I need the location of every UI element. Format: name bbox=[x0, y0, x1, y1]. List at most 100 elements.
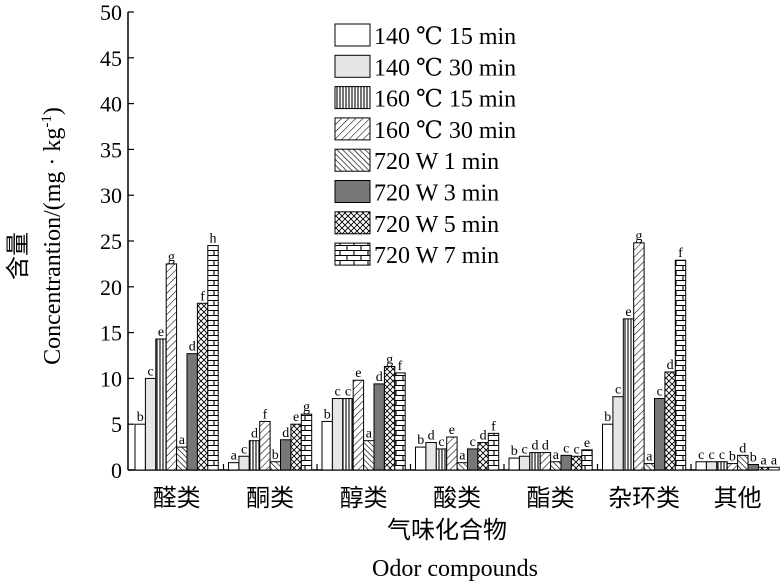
bar-sig-label: d bbox=[251, 427, 258, 442]
y-axis-title-cn: 含量 bbox=[4, 232, 32, 280]
bar-sig-label: a bbox=[179, 433, 186, 448]
x-axis-title-cn: 气味化合物 bbox=[387, 516, 507, 544]
legend-label: 140 ℃ 15 min bbox=[374, 24, 516, 50]
bar-sig-label: e bbox=[584, 436, 590, 451]
bar-sig-label: c bbox=[615, 383, 621, 398]
bar-sig-label: b bbox=[417, 433, 424, 448]
legend-swatch bbox=[334, 211, 371, 235]
bar-sig-label: c bbox=[698, 448, 704, 463]
y-tick-label: 30 bbox=[100, 183, 122, 208]
bar-sig-label: f bbox=[263, 407, 268, 422]
bar-sig-label: c bbox=[241, 442, 247, 457]
y-tick-label: 10 bbox=[100, 366, 122, 391]
x-category-label: 醇类 bbox=[340, 484, 388, 512]
bar bbox=[622, 318, 635, 471]
bar bbox=[228, 462, 240, 471]
bar bbox=[155, 338, 167, 471]
bar bbox=[487, 432, 500, 471]
y-tick-label: 20 bbox=[100, 275, 122, 300]
bar-sig-label: a bbox=[646, 450, 653, 465]
bar-sig-label: d bbox=[282, 426, 289, 441]
y-tick-label: 0 bbox=[111, 458, 122, 483]
bar-sig-label: c bbox=[438, 435, 444, 450]
bar bbox=[456, 462, 469, 471]
bar-sig-label: c bbox=[708, 448, 714, 463]
bar bbox=[435, 448, 448, 471]
bar-sig-label: f bbox=[678, 246, 683, 261]
bar bbox=[300, 413, 313, 471]
bar bbox=[238, 455, 250, 471]
bar bbox=[633, 242, 645, 471]
bar bbox=[363, 440, 375, 471]
bar bbox=[602, 423, 614, 471]
bar-sig-label: e bbox=[293, 410, 299, 425]
legend-label: 160 ℃ 30 min bbox=[374, 118, 516, 144]
bar bbox=[695, 461, 707, 471]
bar bbox=[415, 446, 427, 471]
bar-sig-label: a bbox=[771, 453, 778, 468]
bar bbox=[612, 396, 624, 471]
y-tick-label: 50 bbox=[100, 0, 122, 25]
y-tick-label: 45 bbox=[100, 46, 122, 71]
bar bbox=[342, 398, 354, 471]
bar-sig-label: b bbox=[272, 448, 279, 463]
y-axis-title-en-close: ) bbox=[40, 107, 66, 115]
bar-sig-label: b bbox=[324, 407, 331, 422]
bar bbox=[269, 461, 282, 471]
legend-label: 160 ℃ 15 min bbox=[374, 87, 516, 113]
bar bbox=[259, 420, 271, 471]
bar-sig-label: b bbox=[604, 410, 611, 425]
bar bbox=[550, 461, 562, 471]
legend-label: 720 W 7 min bbox=[374, 243, 499, 269]
bar bbox=[467, 448, 479, 471]
bar bbox=[716, 461, 728, 471]
bar bbox=[207, 245, 219, 471]
legend-swatch bbox=[334, 117, 371, 141]
x-category-label: 其他 bbox=[714, 484, 762, 512]
bar-sig-label: d bbox=[739, 441, 746, 456]
bar-sig-label: c bbox=[334, 385, 340, 400]
y-tick-label: 5 bbox=[111, 412, 122, 437]
bar bbox=[518, 455, 531, 471]
legend: 140 ℃ 15 min 140 ℃ 30 min 160 ℃ 15 min 160 … bbox=[334, 23, 516, 269]
bar-sig-label: c bbox=[563, 441, 569, 456]
bars bbox=[134, 242, 780, 471]
bar bbox=[570, 455, 583, 471]
y-axis-title-en: Concentrantion/(mg · kg-1) bbox=[39, 107, 66, 365]
bar-sig-label: b bbox=[137, 410, 144, 425]
bar-sig-label: h bbox=[210, 232, 217, 247]
bar-sig-label: c bbox=[657, 385, 663, 400]
bar bbox=[134, 423, 146, 471]
y-tick-label: 40 bbox=[100, 92, 122, 117]
bar-sig-label: c bbox=[573, 442, 579, 457]
bar-sig-label: d bbox=[376, 370, 383, 385]
legend-swatch bbox=[334, 54, 371, 78]
legend-swatch bbox=[334, 180, 371, 203]
bar bbox=[508, 457, 520, 471]
bar-sig-label: f bbox=[398, 359, 403, 374]
bar-sig-label: f bbox=[200, 289, 205, 304]
y-axis-title-en-sup: -1 bbox=[39, 115, 55, 128]
bar bbox=[477, 442, 489, 471]
bar bbox=[768, 466, 780, 471]
y-tick-label: 35 bbox=[100, 137, 122, 162]
bar bbox=[425, 442, 437, 471]
bar bbox=[581, 449, 593, 471]
bar bbox=[737, 454, 749, 471]
bar bbox=[529, 452, 541, 471]
bar-sig-label: b bbox=[750, 451, 757, 466]
x-axis-title-en: Odor compounds bbox=[372, 556, 538, 582]
bar-sig-label: a bbox=[459, 449, 466, 464]
bar bbox=[165, 263, 178, 471]
bar bbox=[654, 398, 666, 471]
bar bbox=[352, 379, 365, 471]
bar bbox=[674, 259, 687, 471]
bar-sig-label: a bbox=[231, 449, 238, 464]
bar-sig-label: d bbox=[542, 439, 549, 454]
bar bbox=[176, 446, 188, 471]
bar-sig-label: c bbox=[147, 364, 153, 379]
bar-sig-label: a bbox=[760, 453, 767, 468]
bar-sig-label: e bbox=[449, 423, 455, 438]
